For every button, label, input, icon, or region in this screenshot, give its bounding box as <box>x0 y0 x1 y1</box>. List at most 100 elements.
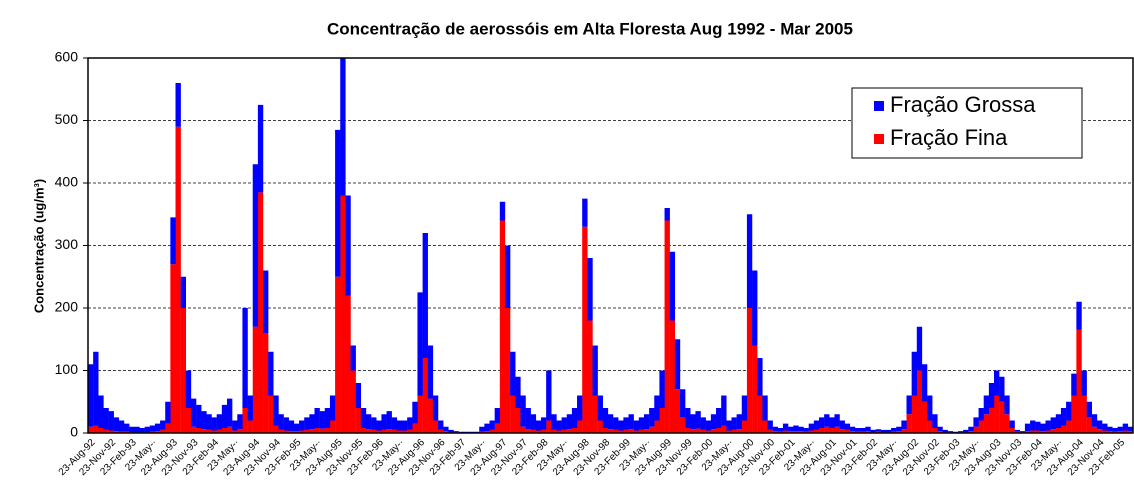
bar-segment <box>515 408 521 433</box>
bar-segment <box>381 429 387 433</box>
bar-segment <box>360 408 367 428</box>
bar-segment <box>1071 395 1077 433</box>
bar-segment <box>613 417 619 430</box>
bar-segment <box>257 192 264 433</box>
bar-segment <box>417 395 423 433</box>
bar-segment <box>988 408 995 433</box>
bar-segment <box>885 429 892 433</box>
legend-label: Fração Grossa <box>890 92 1036 117</box>
bar-segment <box>304 429 310 433</box>
bar-segment <box>716 428 722 433</box>
bar-segment <box>525 429 531 433</box>
bar-segment <box>329 420 336 433</box>
bar-segment <box>535 430 542 433</box>
bar-segment <box>818 428 825 433</box>
bar-segment <box>118 420 125 432</box>
bar-segment <box>587 320 593 433</box>
bar-segment <box>1009 420 1015 428</box>
bar-segment <box>1096 429 1103 433</box>
bar-segment <box>438 429 444 433</box>
bar-segment <box>108 411 114 431</box>
y-tick-label: 400 <box>55 174 79 190</box>
bar-segment <box>340 58 346 196</box>
bar-segment <box>607 414 614 430</box>
bar-segment <box>314 428 320 433</box>
bar-segment <box>535 420 542 431</box>
bar-segment <box>170 217 176 265</box>
bar-segment <box>299 420 305 431</box>
bar-segment <box>160 429 166 433</box>
bar-segment <box>541 417 547 430</box>
bar-segment <box>232 420 238 431</box>
bar-segment <box>1086 417 1093 433</box>
bar-segment <box>566 414 573 430</box>
bar-segment <box>571 428 578 433</box>
bar-segment <box>649 426 655 433</box>
bar-segment <box>484 423 490 432</box>
bar-segment <box>278 429 284 433</box>
y-tick-label: 300 <box>55 236 79 252</box>
y-axis-label: Concentração (ug/m³) <box>31 179 46 313</box>
bar-segment <box>865 426 871 432</box>
bar-segment <box>252 164 259 327</box>
bar-segment <box>690 414 696 430</box>
bar-segment <box>237 414 243 430</box>
bar-segment <box>705 430 712 433</box>
bar-segment <box>896 426 902 432</box>
bar-segment <box>643 414 650 430</box>
bar-segment <box>983 395 990 415</box>
bar-segment <box>221 404 228 428</box>
bar-segment <box>1091 414 1098 427</box>
bar-segment <box>407 429 413 433</box>
bar-segment <box>710 414 717 430</box>
bar-segment <box>911 351 917 396</box>
bar-segment <box>762 420 768 433</box>
bar-segment <box>335 276 341 433</box>
bar-segment <box>232 430 238 433</box>
bar-segment <box>170 264 176 433</box>
bar-segment <box>402 420 408 431</box>
bar-segment <box>484 431 490 433</box>
bar-segment <box>932 428 938 433</box>
y-tick-label: 200 <box>55 299 79 315</box>
bar-segment <box>782 430 789 433</box>
bar-segment <box>185 408 192 433</box>
bar-segment <box>937 426 943 432</box>
bar-segment <box>577 420 583 433</box>
bar-segment <box>376 420 382 431</box>
bar-segment <box>288 431 295 433</box>
bar-segment <box>273 395 279 426</box>
bar-segment <box>510 351 516 396</box>
bar-segment <box>1045 420 1051 431</box>
bar-segment <box>556 430 562 433</box>
bar-segment <box>407 417 413 430</box>
legend-swatch <box>874 134 884 144</box>
bar-segment <box>546 420 552 433</box>
bar-segment <box>597 420 603 433</box>
bar-segment <box>736 414 742 430</box>
bar-segment <box>1071 373 1077 396</box>
bar-segment <box>365 429 372 433</box>
bar-segment <box>319 411 325 429</box>
bar-segment <box>777 428 784 432</box>
bar-segment <box>813 429 820 433</box>
bar-segment <box>906 414 912 433</box>
bar-segment <box>860 428 866 432</box>
bar-segment <box>685 428 691 433</box>
bar-segment <box>93 425 99 433</box>
bar-segment <box>371 417 377 430</box>
bar-segment <box>340 195 346 433</box>
bar-segment <box>963 429 969 433</box>
bar-segment <box>669 320 676 433</box>
bar-segment <box>746 308 753 433</box>
bar-segment <box>499 201 506 221</box>
bar-segment <box>129 426 135 433</box>
bar-segment <box>772 426 779 432</box>
bar-segment <box>417 292 423 396</box>
bar-segment <box>1040 423 1046 432</box>
bar-segment <box>1076 329 1082 433</box>
bar-segment <box>752 345 758 433</box>
bar-segment <box>983 414 990 433</box>
bar-segment <box>721 395 727 426</box>
